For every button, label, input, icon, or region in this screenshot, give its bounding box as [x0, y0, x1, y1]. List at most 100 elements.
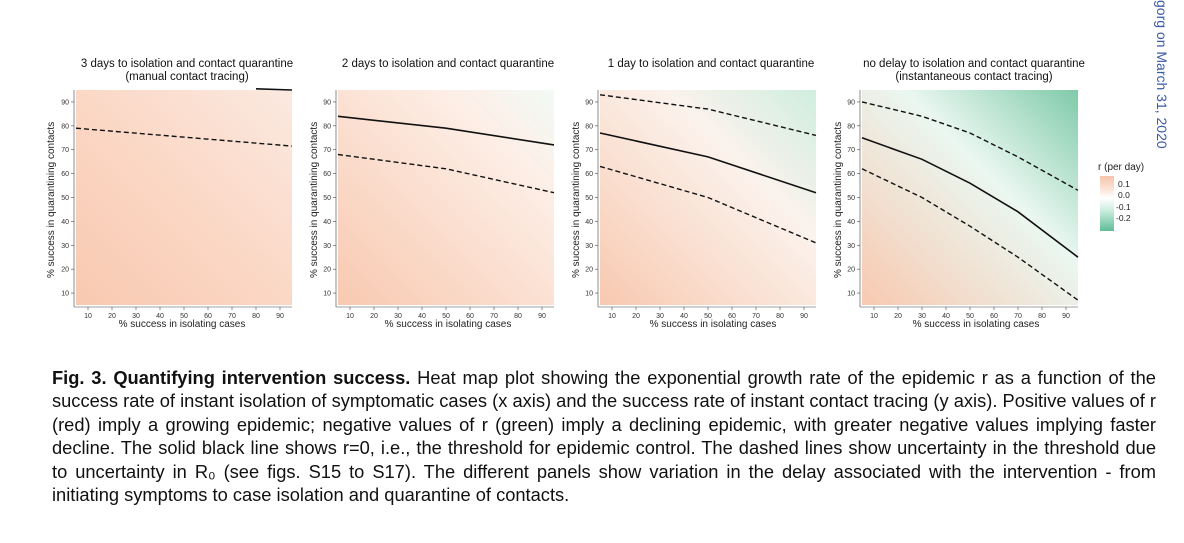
y-tick-label: 30	[847, 243, 855, 250]
y-tick-label: 30	[61, 243, 69, 250]
x-tick-label: 50	[966, 313, 974, 320]
y-tick-label: 20	[61, 267, 69, 274]
x-tick-label: 90	[800, 313, 808, 320]
heatmap-fill	[338, 90, 554, 305]
x-tick-label: 20	[370, 313, 378, 320]
y-tick-label: 60	[847, 171, 855, 178]
panel-4-title-line2: (instantaneous contact tracing)	[895, 71, 1053, 83]
heatmap-panel-1: 10 20 30 40 50 60 70 80 90 10 20 30 40 50 60 70 80 90	[61, 88, 293, 320]
x-tick-label: 20	[108, 313, 116, 320]
x-tick-label: 30	[394, 313, 402, 320]
panel-1-title: 3 days to isolation and contact quaranti…	[62, 58, 312, 84]
x-tick-label: 90	[538, 313, 546, 320]
heatmap-fill	[76, 90, 292, 305]
panel-3-xlabel: % success in isolating cases	[649, 319, 777, 330]
threshold-upper-dashed-line	[861, 101, 1079, 191]
x-tick-label: 60	[990, 313, 998, 320]
x-tick-label: 70	[752, 313, 760, 320]
caption-text: Heat map plot showing the exponential gr…	[52, 367, 1156, 506]
x-tick-label: 10	[608, 313, 616, 320]
x-tick-label: 70	[490, 313, 498, 320]
x-tick-label: 40	[680, 313, 688, 320]
legend-tick-0: 0.1	[1118, 179, 1130, 189]
x-tick-label: 60	[204, 313, 212, 320]
x-tick-label: 40	[942, 313, 950, 320]
x-tick-label: 30	[132, 313, 140, 320]
y-tick-label: 90	[847, 99, 855, 106]
y-tick-label: 50	[323, 195, 331, 202]
y-tick-label: 50	[585, 195, 593, 202]
x-tick-label: 50	[704, 313, 712, 320]
legend-tick-3: -0.2	[1116, 213, 1131, 223]
x-tick-label: 10	[84, 313, 92, 320]
x-tick-label: 10	[346, 313, 354, 320]
y-tick-label: 80	[61, 123, 69, 130]
threshold-r0-solid-line	[861, 137, 1079, 258]
x-tick-label: 80	[776, 313, 784, 320]
y-tick-label: 50	[61, 195, 69, 202]
legend-tick-1: 0.0	[1118, 190, 1130, 200]
x-tick-label: 20	[894, 313, 902, 320]
threshold-lower-dashed-line	[861, 168, 1079, 301]
side-margin-text: gorg on March 31, 2020	[1154, 0, 1170, 149]
x-tick-label: 50	[442, 313, 450, 320]
y-tick-label: 30	[323, 243, 331, 250]
y-tick-label: 70	[585, 147, 593, 154]
x-tick-label: 60	[728, 313, 736, 320]
heatmap-fill	[862, 90, 1078, 305]
x-tick-label: 40	[156, 313, 164, 320]
legend-title: r (per day)	[1098, 162, 1145, 173]
panel-1-xlabel: % success in isolating cases	[118, 319, 246, 330]
x-tick-label: 70	[228, 313, 236, 320]
legend-tick-2: -0.1	[1116, 202, 1131, 212]
panel-4-xlabel: % success in isolating cases	[912, 319, 1040, 330]
y-tick-label: 30	[585, 243, 593, 250]
y-tick-label: 90	[585, 99, 593, 106]
y-tick-label: 70	[61, 147, 69, 154]
x-tick-label: 80	[514, 313, 522, 320]
y-tick-label: 40	[585, 219, 593, 226]
threshold-upper-dashed-line	[599, 94, 817, 137]
panel-2-xlabel: % success in isolating cases	[384, 319, 512, 330]
heatmap-panel-4: 10 20 30 40 50 60 70 80 90 10 20 30 40 50 60 70 80 90	[847, 90, 1079, 320]
panel-2-title: 2 days to isolation and contact quaranti…	[323, 58, 573, 71]
x-tick-label: 10	[870, 313, 878, 320]
x-tick-label: 90	[276, 313, 284, 320]
y-tick-label: 70	[847, 147, 855, 154]
y-tick-label: 40	[61, 219, 69, 226]
threshold-lower-dashed-line	[599, 165, 817, 244]
heatmap-panel-2: 10 20 30 40 50 60 70 80 90 10 20 30 40 50 60 70 80 90	[323, 90, 555, 320]
y-tick-label: 90	[61, 99, 69, 106]
y-tick-label: 60	[585, 171, 593, 178]
y-tick-label: 20	[323, 267, 331, 274]
x-tick-label: 30	[656, 313, 664, 320]
y-tick-label: 20	[585, 267, 593, 274]
y-tick-label: 40	[847, 219, 855, 226]
x-tick-label: 80	[252, 313, 260, 320]
panel-3-title-line1: 1 day to isolation and contact quarantin…	[607, 58, 815, 70]
y-tick-label: 60	[323, 171, 331, 178]
panel-2-title-line1: 2 days to isolation and contact quaranti…	[341, 58, 555, 70]
y-tick-label: 80	[323, 123, 331, 130]
legend-colorbar	[1100, 176, 1114, 231]
x-tick-label: 40	[418, 313, 426, 320]
y-tick-label: 10	[323, 291, 331, 298]
x-tick-label: 20	[632, 313, 640, 320]
y-tick-label: 10	[847, 291, 855, 298]
threshold-r0-solid-line	[337, 115, 555, 146]
y-tick-label: 20	[847, 267, 855, 274]
y-tick-label: 60	[61, 171, 69, 178]
y-tick-label: 40	[323, 219, 331, 226]
panel-1-title-line1: 3 days to isolation and contact quaranti…	[80, 58, 294, 70]
threshold-lower-dashed-line	[75, 127, 293, 147]
figure-caption: Fig. 3. Quantifying intervention success…	[52, 366, 1156, 506]
panel-4-title-line1: no delay to isolation and contact quaran…	[863, 58, 1085, 70]
x-tick-label: 90	[1062, 313, 1070, 320]
heatmap-panel-3: 10 20 30 40 50 60 70 80 90 10 20 30 40 50 60 70 80 90	[585, 90, 817, 320]
panel-3-title: 1 day to isolation and contact quarantin…	[586, 58, 836, 71]
x-tick-label: 50	[180, 313, 188, 320]
threshold-r0-solid-line	[255, 88, 293, 91]
caption-bold-title: Fig. 3. Quantifying intervention success…	[52, 367, 411, 388]
x-tick-label: 30	[918, 313, 926, 320]
threshold-lower-dashed-line	[337, 153, 555, 194]
